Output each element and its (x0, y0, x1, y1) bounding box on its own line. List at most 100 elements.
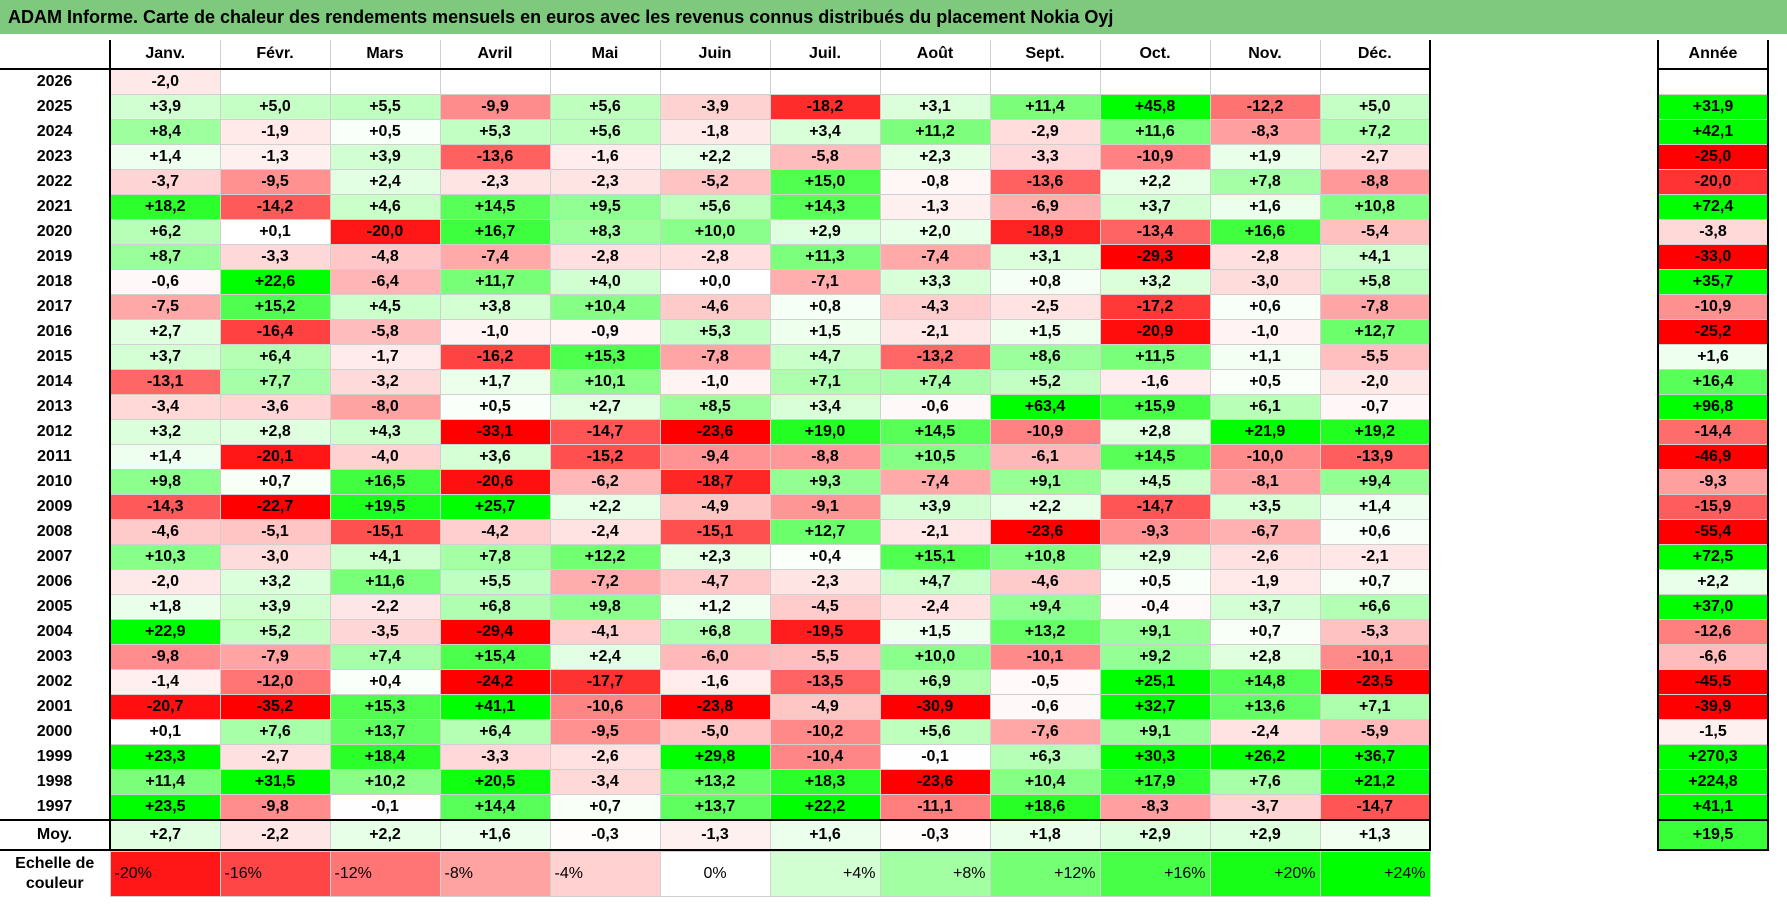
heatmap-cell: +15,4 (439, 644, 551, 670)
year-label: 2000 (0, 719, 111, 745)
annual-cell: -25,0 (1657, 144, 1769, 170)
heatmap-cell: -2,4 (879, 594, 991, 620)
annual-cell: -39,9 (1657, 694, 1769, 720)
heatmap-cell: -5,0 (659, 719, 771, 745)
heatmap-cell: -4,5 (769, 594, 881, 620)
heatmap-cell: -2,1 (879, 319, 991, 345)
year-label: 2007 (0, 544, 111, 570)
heatmap-cell: -0,4 (1099, 594, 1211, 620)
color-scale-stop: -8% (439, 851, 551, 897)
heatmap-cell: +45,8 (1099, 94, 1211, 120)
heatmap-cell: +26,2 (1209, 744, 1321, 770)
annual-cell: +270,3 (1657, 744, 1769, 770)
heatmap-cell: +36,7 (1319, 744, 1431, 770)
year-row: 2004 +22,9 +5,2 -3,5 -29,4 -4,1 +6,8 -19,5 +1,5 +… (0, 619, 1431, 645)
heatmap-cell: -16,4 (219, 319, 331, 345)
heatmap-cell: +1,5 (769, 319, 881, 345)
heatmap-cell: +4,1 (329, 544, 441, 570)
annual-cell: +1,6 (1657, 344, 1769, 370)
heatmap-cell: -7,4 (879, 469, 991, 495)
heatmap-cell: +9,4 (1319, 469, 1431, 495)
average-annual-cell: +19,5 (1657, 819, 1769, 851)
year-label: 2016 (0, 319, 111, 345)
heatmap-cell: -2,0 (109, 68, 221, 95)
annual-cell: +42,1 (1657, 119, 1769, 145)
month-header: Sept. (990, 40, 1101, 70)
heatmap-cell: -23,6 (989, 519, 1101, 545)
heatmap-cell: -12,2 (1209, 94, 1321, 120)
heatmap-cell: +5,0 (1319, 94, 1431, 120)
annual-cell: -12,6 (1657, 619, 1769, 645)
heatmap-cell: -17,7 (549, 669, 661, 695)
heatmap-cell: -2,1 (1319, 544, 1431, 570)
year-label: 2002 (0, 669, 111, 695)
heatmap-cell: -6,4 (329, 269, 441, 295)
heatmap-cell: -7,8 (659, 344, 771, 370)
heatmap-cell: -10,9 (1099, 144, 1211, 170)
heatmap-cell: +4,1 (1319, 244, 1431, 270)
year-row: 2025 +3,9 +5,0 +5,5 -9,9 +5,6 -3,9 -18,2 +3,1 +11… (0, 94, 1431, 120)
heatmap-cell: +0,5 (439, 394, 551, 420)
heatmap-cell: -1,0 (659, 369, 771, 395)
year-label: 2023 (0, 144, 111, 170)
heatmap-cell: +1,4 (109, 444, 221, 470)
heatmap-cell: +5,3 (439, 119, 551, 145)
heatmap-cell: +10,3 (109, 544, 221, 570)
year-row: 2026 -2,0 (0, 68, 1431, 95)
heatmap-cell: +6,8 (439, 594, 551, 620)
heatmap-cell: -8,8 (769, 444, 881, 470)
heatmap-cell: -10,1 (989, 644, 1101, 670)
heatmap-cell: +14,5 (879, 419, 991, 445)
heatmap-cell: +2,7 (549, 394, 661, 420)
heatmap-cell: -20,1 (219, 444, 331, 470)
year-label: 2014 (0, 369, 111, 395)
heatmap-cell: -5,5 (1319, 344, 1431, 370)
heatmap-cell: +5,6 (659, 194, 771, 220)
heatmap-cell: -13,9 (1319, 444, 1431, 470)
color-scale-stop: 0% (659, 851, 771, 897)
heatmap-cell (659, 68, 771, 95)
heatmap-cell (219, 68, 331, 95)
annual-cell: -45,5 (1657, 669, 1769, 695)
heatmap-cell: -5,2 (659, 169, 771, 195)
heatmap-cell: -6,7 (1209, 519, 1321, 545)
heatmap-cell: +10,4 (989, 769, 1101, 795)
heatmap-cell: +1,9 (1209, 144, 1321, 170)
heatmap-cell: +13,2 (659, 769, 771, 795)
heatmap-cell: +4,7 (769, 344, 881, 370)
heatmap-cell: -3,7 (109, 169, 221, 195)
heatmap-cell: -15,1 (659, 519, 771, 545)
heatmap-cell: +6,4 (439, 719, 551, 745)
heatmap-cell: -1,7 (329, 344, 441, 370)
heatmap-cell: -7,4 (439, 244, 551, 270)
heatmap-cell: -4,6 (989, 569, 1101, 595)
heatmap-cell: -4,6 (109, 519, 221, 545)
month-header: Avril (440, 40, 551, 70)
heatmap-cell: -1,9 (219, 119, 331, 145)
heatmap-cell: +5,5 (329, 94, 441, 120)
heatmap-cell: +5,3 (659, 319, 771, 345)
heatmap-cell: -0,9 (549, 319, 661, 345)
heatmap-cell: -3,7 (1209, 794, 1321, 821)
average-cell: +1,6 (769, 819, 881, 851)
year-row: 2019 +8,7 -3,3 -4,8 -7,4 -2,8 -2,8 +11,3 -7,4 +3,… (0, 244, 1431, 270)
heatmap-cell: -2,0 (1319, 369, 1431, 395)
heatmap-cell: +22,9 (109, 619, 221, 645)
heatmap-cell: +20,5 (439, 769, 551, 795)
color-scale-stop: +20% (1209, 851, 1321, 897)
heatmap-cell: -23,6 (879, 769, 991, 795)
heatmap-cell: -16,2 (439, 344, 551, 370)
heatmap-cell: +3,2 (109, 419, 221, 445)
heatmap-cell (989, 68, 1101, 95)
heatmap-cell: +5,5 (439, 569, 551, 595)
heatmap-cell: -3,9 (659, 94, 771, 120)
annual-cell: +41,1 (1657, 794, 1769, 821)
heatmap-cell: +2,2 (659, 144, 771, 170)
heatmap-cell: -10,6 (549, 694, 661, 720)
heatmap-cell: +0,7 (1319, 569, 1431, 595)
heatmap-cell: -1,6 (1099, 369, 1211, 395)
heatmap-cell: +10,5 (879, 444, 991, 470)
heatmap-cell: -7,9 (219, 644, 331, 670)
heatmap-cell: +2,2 (989, 494, 1101, 520)
heatmap-cell: -2,6 (549, 744, 661, 770)
